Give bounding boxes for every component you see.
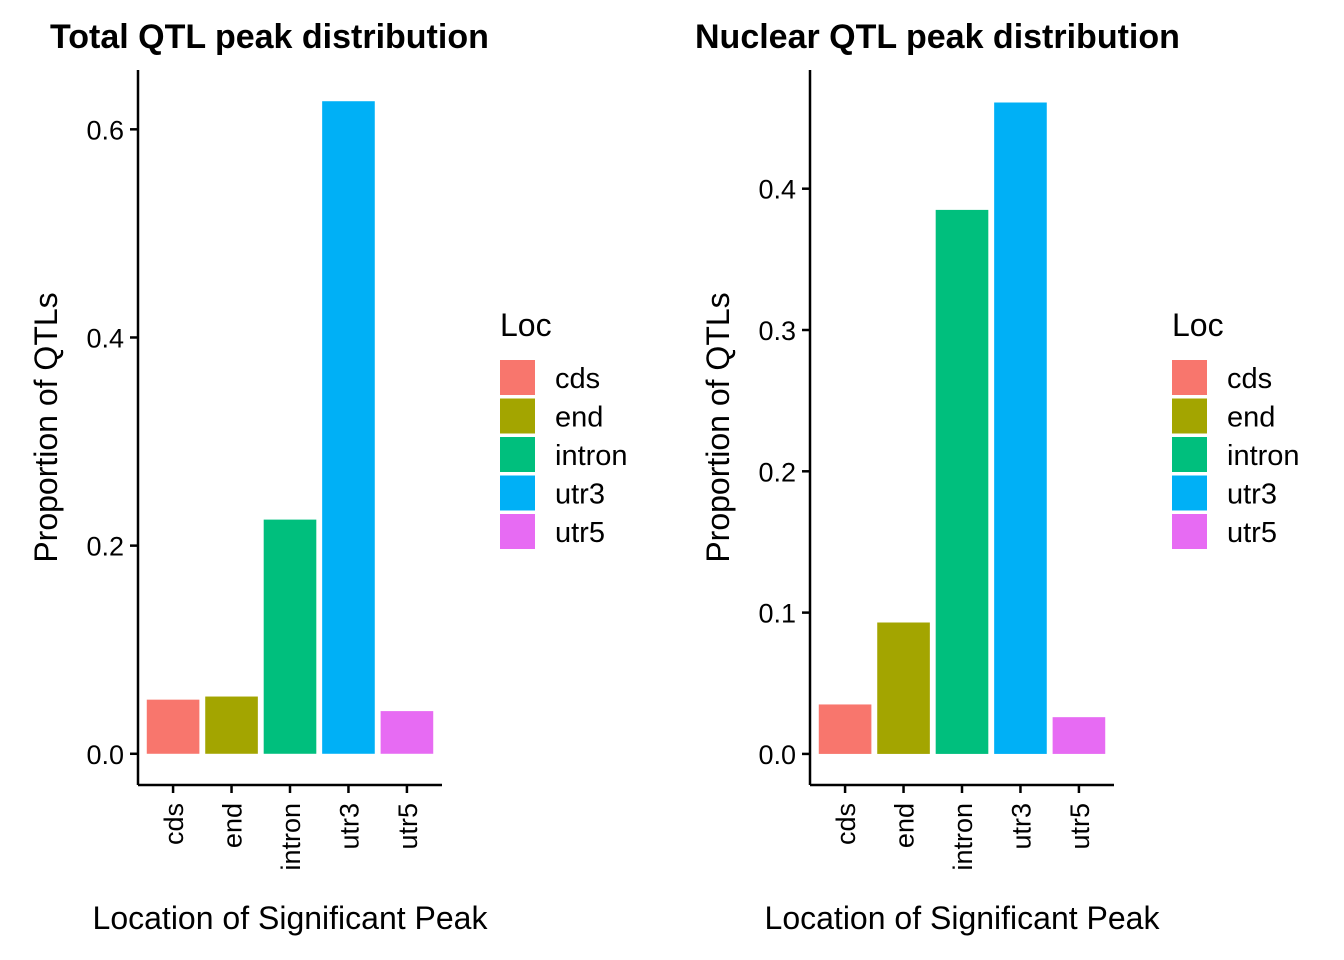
bar-utr3 bbox=[994, 102, 1047, 754]
legend-key-end bbox=[500, 398, 535, 434]
chart-title: Total QTL peak distribution bbox=[50, 18, 489, 56]
x-tick-label-utr3: utr3 bbox=[334, 803, 364, 850]
x-tick-label-utr5: utr5 bbox=[393, 803, 423, 850]
x-tick-label-intron: intron bbox=[276, 803, 306, 871]
legend-title: Loc bbox=[500, 307, 552, 343]
y-axis-title: Proportion of QTLs bbox=[28, 292, 64, 562]
legend-label-utr3: utr3 bbox=[1227, 479, 1277, 511]
bar-cds bbox=[146, 699, 200, 754]
x-tick-label-utr5: utr5 bbox=[1065, 803, 1095, 850]
legend-label-intron: intron bbox=[555, 440, 628, 472]
y-tick-label: 0.3 bbox=[758, 316, 796, 346]
legend-key-intron bbox=[500, 437, 535, 472]
bar-intron bbox=[935, 209, 989, 754]
chart-title: Nuclear QTL peak distribution bbox=[695, 18, 1180, 56]
legend-key-utr5 bbox=[500, 514, 535, 549]
legend-key-cds bbox=[1172, 360, 1207, 395]
y-tick-label: 0.6 bbox=[86, 115, 124, 145]
y-tick-label: 0.1 bbox=[758, 599, 796, 629]
legend-label-utr5: utr5 bbox=[555, 517, 605, 549]
legend-label-end: end bbox=[555, 402, 603, 434]
x-axis-title: Location of Significant Peak bbox=[765, 900, 1161, 936]
x-tick-label-cds: cds bbox=[831, 803, 861, 845]
legend-key-utr5 bbox=[1172, 514, 1207, 549]
panel-nuclear-qtl: Nuclear QTL peak distribution 0.0 0.1 0.2 0.… bbox=[695, 18, 1300, 936]
y-tick-label: 0.2 bbox=[758, 457, 796, 487]
x-tick-label-utr3: utr3 bbox=[1006, 803, 1036, 850]
bar-utr5 bbox=[1052, 717, 1106, 754]
legend-label-cds: cds bbox=[555, 363, 600, 395]
x-tick-label-intron: intron bbox=[948, 803, 978, 871]
legend-key-utr3 bbox=[1172, 475, 1207, 511]
legend-key-cds bbox=[500, 360, 535, 395]
legend-label-cds: cds bbox=[1227, 363, 1272, 395]
legend-key-intron bbox=[1172, 437, 1207, 472]
legend-label-intron: intron bbox=[1227, 440, 1300, 472]
legend-key-end bbox=[1172, 398, 1207, 434]
panel-total-qtl: Total QTL peak distribution 0.0 0.2 0.4 0.6 c… bbox=[28, 18, 628, 936]
legend-label-utr5: utr5 bbox=[1227, 517, 1277, 549]
x-tick-label-cds: cds bbox=[159, 803, 189, 845]
legend-label-end: end bbox=[1227, 402, 1275, 434]
bar-end bbox=[877, 622, 930, 754]
y-tick-label: 0.4 bbox=[758, 175, 796, 205]
y-tick-label: 0.0 bbox=[758, 740, 796, 770]
y-tick-label: 0.2 bbox=[86, 532, 124, 562]
legend-title: Loc bbox=[1172, 307, 1224, 343]
bar-end bbox=[205, 696, 258, 754]
bar-utr5 bbox=[380, 711, 434, 754]
legend-key-utr3 bbox=[500, 475, 535, 511]
legend-label-utr3: utr3 bbox=[555, 479, 605, 511]
bar-cds bbox=[818, 704, 872, 754]
bar-utr3 bbox=[322, 101, 375, 754]
y-tick-label: 0.0 bbox=[86, 740, 124, 770]
x-tick-label-end: end bbox=[890, 803, 920, 848]
y-tick-label: 0.4 bbox=[86, 323, 124, 353]
x-tick-label-end: end bbox=[218, 803, 248, 848]
bar-intron bbox=[263, 519, 317, 754]
y-axis-title: Proportion of QTLs bbox=[700, 292, 736, 562]
x-axis-title: Location of Significant Peak bbox=[93, 900, 489, 936]
